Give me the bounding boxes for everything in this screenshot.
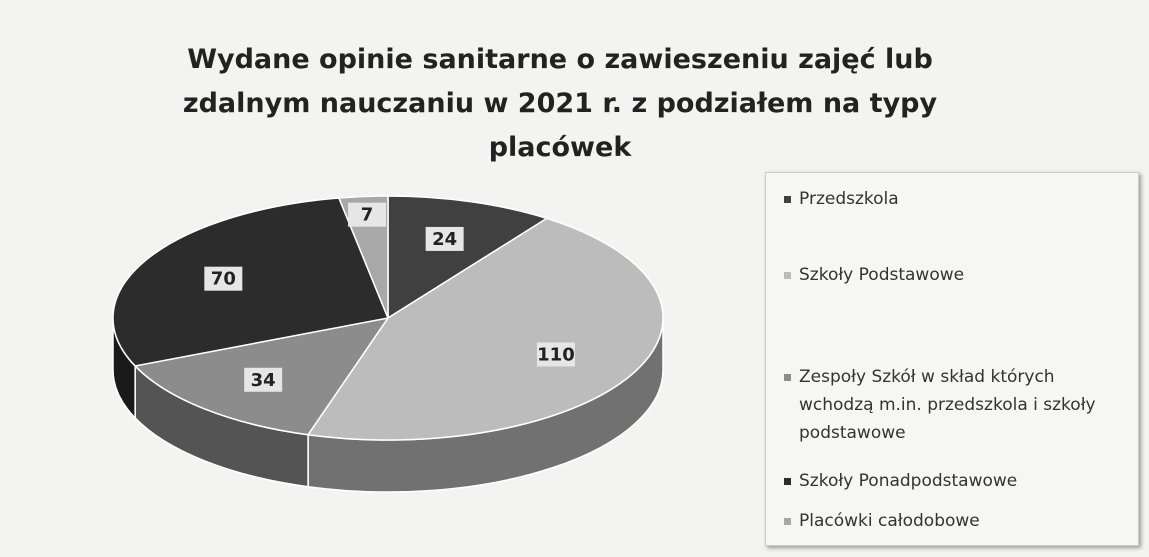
legend-swatch [784, 518, 791, 525]
legend-swatch [784, 374, 791, 381]
label-bg [348, 202, 387, 227]
chart-title: Wydane opinie sanitarne o zawieszeniu za… [182, 44, 938, 163]
legend-item: Placówki całodobowe [784, 507, 1124, 535]
label-bg [204, 266, 243, 291]
data-label: 110 [537, 344, 575, 365]
legend-label: Zespoły Szkół w skład których wchodzą m.… [799, 367, 1096, 443]
legend-label: Szkoły Podstawowe [799, 265, 965, 285]
legend-item: Szkoły Podstawowe [784, 261, 1124, 289]
legend-item: Przedszkola [784, 185, 1124, 213]
slice [387, 195, 549, 320]
data-label: 24 [432, 229, 457, 250]
legend-label: Placówki całodobowe [799, 511, 980, 531]
label-bg [425, 226, 464, 251]
legend-item: Zespoły Szkół w skład których wchodzą m.… [784, 363, 1124, 447]
legend-item: Szkoły Ponadpodstawowe [784, 467, 1124, 495]
label-bg [244, 367, 283, 392]
legend-label: Szkoły Ponadpodstawowe [799, 471, 1018, 491]
chart: 24 110 34 70 7 [112, 195, 664, 493]
legend: Przedszkola Szkoły Podstawowe Zespoły Szkó… [765, 172, 1139, 546]
slice [306, 217, 664, 441]
label-bg [536, 342, 575, 367]
legend-swatch [784, 478, 791, 485]
data-label: 70 [211, 269, 236, 290]
legend-swatch [784, 196, 791, 203]
legend-label: Przedszkola [799, 189, 899, 209]
data-label: 34 [251, 370, 276, 391]
legend-swatch [784, 272, 791, 279]
slice [112, 197, 390, 367]
data-label: 7 [361, 205, 374, 226]
